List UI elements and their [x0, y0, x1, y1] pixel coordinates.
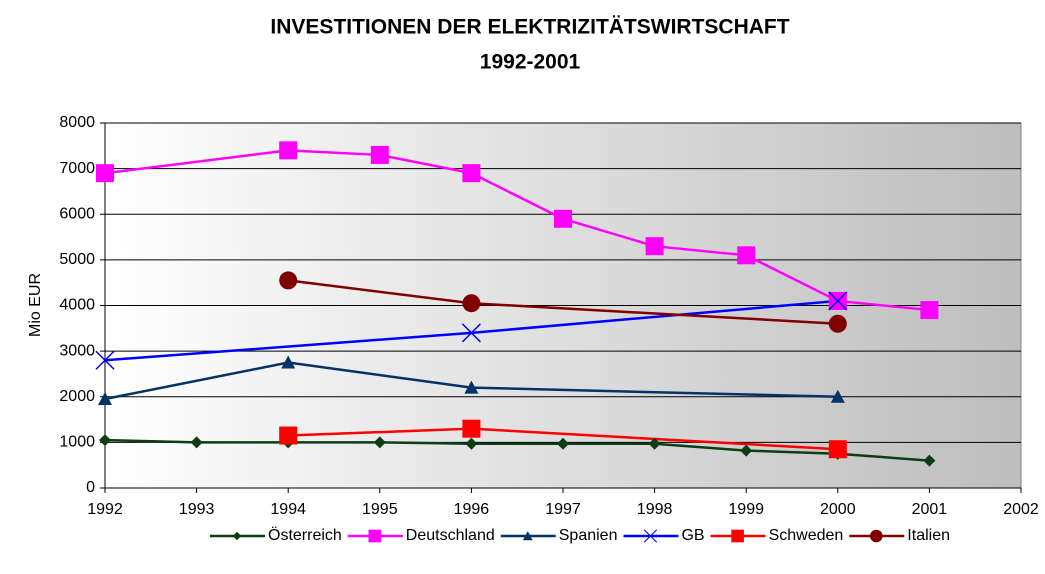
- legend-label: Österreich: [268, 526, 342, 544]
- marker: [373, 436, 386, 449]
- marker: [643, 529, 658, 543]
- x-tick-label: 1995: [362, 501, 398, 518]
- y-tick-label: 0: [86, 479, 95, 496]
- x-tick-label: 1993: [179, 501, 215, 518]
- y-tick-label: 7000: [59, 160, 95, 177]
- marker: [464, 380, 479, 394]
- marker: [462, 164, 481, 183]
- marker: [462, 419, 481, 438]
- x-tick-label: 2000: [820, 501, 856, 518]
- chart-title: INVESTITIONEN DER ELEKTRIZITÄTSWIRTSCHAF…: [270, 16, 789, 39]
- x-tick-label: 2002: [1003, 501, 1039, 518]
- marker: [96, 164, 114, 183]
- series-line: [104, 438, 930, 462]
- marker: [828, 314, 847, 333]
- marker: [554, 209, 572, 228]
- y-tick-label: 4000: [59, 297, 95, 314]
- legend-label: GB: [681, 527, 704, 544]
- marker: [645, 237, 664, 256]
- x-tick-label: 1996: [454, 501, 490, 518]
- y-tick-label: 2000: [59, 388, 95, 405]
- marker: [95, 350, 115, 370]
- legend-item: Spanien: [500, 527, 618, 544]
- marker: [830, 389, 845, 403]
- series-line: [104, 361, 838, 401]
- marker: [98, 392, 112, 406]
- marker: [522, 531, 533, 541]
- marker: [279, 141, 298, 160]
- y-tick-label: 1000: [59, 434, 95, 451]
- x-tick-label: 1994: [270, 501, 306, 518]
- legend-label: Spanien: [559, 527, 618, 544]
- y-tick-label: 6000: [59, 205, 95, 222]
- chart-title: 1992-2001: [480, 51, 581, 74]
- y-tick-label: 3000: [59, 342, 95, 359]
- marker: [465, 437, 478, 450]
- marker: [828, 291, 848, 311]
- marker: [740, 444, 753, 457]
- marker: [557, 437, 569, 450]
- y-tick-label: 5000: [59, 251, 95, 268]
- legend-label: Schweden: [769, 527, 844, 544]
- legend-item: Italien: [849, 527, 950, 544]
- marker: [279, 426, 298, 445]
- marker: [190, 436, 203, 449]
- marker: [731, 529, 744, 543]
- marker: [99, 434, 111, 447]
- marker: [370, 145, 389, 164]
- marker: [923, 454, 936, 467]
- marker: [870, 529, 883, 543]
- marker: [368, 529, 382, 543]
- marker: [232, 531, 242, 541]
- legend-label: Deutschland: [406, 527, 495, 544]
- marker: [281, 355, 296, 369]
- y-tick-label: 8000: [59, 114, 95, 131]
- x-tick-label: 1998: [637, 501, 673, 518]
- marker: [461, 323, 481, 343]
- legend-item: Schweden: [710, 527, 844, 544]
- legend-label: Italien: [907, 527, 950, 544]
- marker: [737, 246, 756, 265]
- marker: [648, 437, 661, 450]
- legend-item: Deutschland: [347, 527, 495, 544]
- x-tick-label: 1992: [87, 501, 123, 518]
- legend-item: Österreich: [209, 526, 342, 544]
- legend-item: GB: [623, 527, 705, 544]
- x-tick-label: 1997: [545, 501, 581, 518]
- marker: [279, 271, 298, 290]
- x-tick-label: 1999: [728, 501, 764, 518]
- marker: [828, 440, 847, 459]
- marker: [920, 301, 939, 320]
- y-axis-label: Mio EUR: [27, 273, 44, 337]
- x-tick-label: 2001: [912, 501, 948, 518]
- marker: [462, 294, 481, 313]
